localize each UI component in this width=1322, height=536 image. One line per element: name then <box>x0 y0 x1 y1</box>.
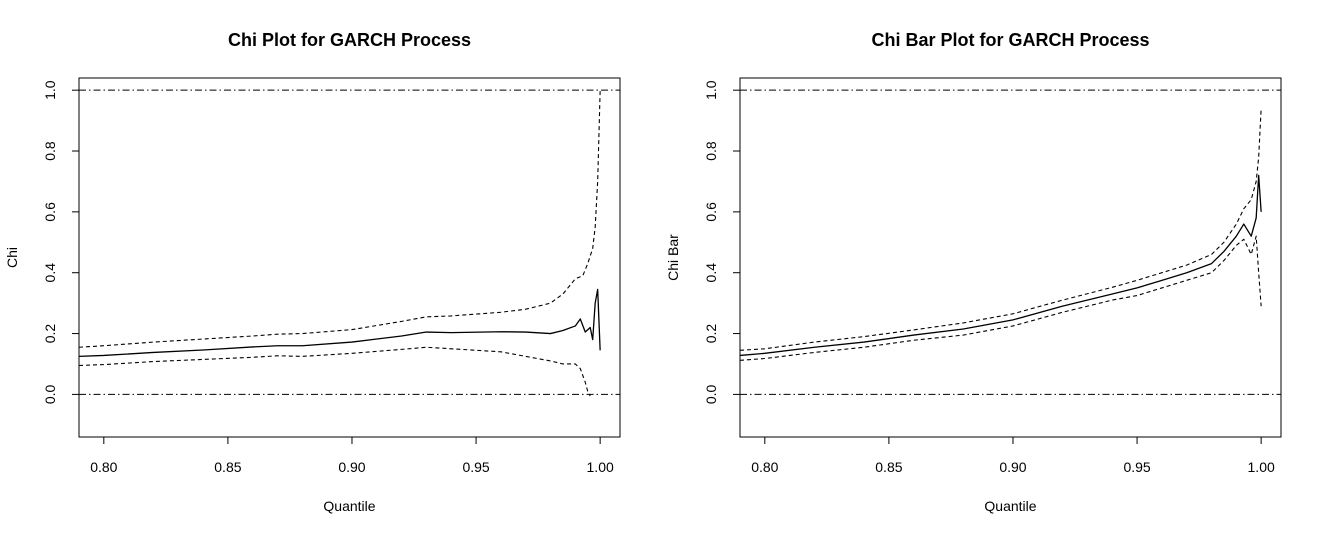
x-tick-label: 0.95 <box>1123 459 1150 475</box>
x-tick-label: 0.85 <box>214 459 241 475</box>
x-tick-label: 0.80 <box>751 459 778 475</box>
chart-title: Chi Plot for GARCH Process <box>228 30 471 50</box>
estimate-line <box>78 288 601 358</box>
y-axis-label: Chi Bar <box>665 234 681 281</box>
x-tick-label: 1.00 <box>587 459 614 475</box>
y-tick-label: 0.8 <box>42 141 58 161</box>
chi-plot-panel: Chi Plot for GARCH Process 0.80 0.85 0.90 0.… <box>4 30 621 514</box>
y-tick-label: 0.6 <box>703 202 719 222</box>
chi-bar-plot-panel: Chi Bar Plot for GARCH Process 0.80 0.85 0.… <box>665 30 1282 514</box>
upper-confidence-line <box>739 108 1262 351</box>
y-tick-label: 1.0 <box>703 80 719 100</box>
y-tick-label: 0.8 <box>703 141 719 161</box>
y-tick-label: 0.0 <box>42 384 58 404</box>
x-axis-label: Quantile <box>984 498 1036 514</box>
x-tick-label: 0.95 <box>462 459 489 475</box>
y-tick-label: 0.2 <box>703 324 719 344</box>
y-tick-label: 0.4 <box>703 263 719 283</box>
y-axis-label: Chi <box>4 247 20 268</box>
y-tick-label: 0.0 <box>703 384 719 404</box>
y-tick-label: 0.6 <box>42 202 58 222</box>
y-tick-label: 0.2 <box>42 324 58 344</box>
x-tick-label: 0.80 <box>90 459 117 475</box>
x-tick-label: 0.90 <box>338 459 365 475</box>
x-tick-label: 0.85 <box>875 459 902 475</box>
chart-title: Chi Bar Plot for GARCH Process <box>871 30 1149 50</box>
x-tick-label: 1.00 <box>1248 459 1275 475</box>
x-tick-label: 0.90 <box>999 459 1026 475</box>
plot-frame <box>739 77 1282 438</box>
plot-frame <box>78 77 621 438</box>
estimate-line <box>739 174 1262 357</box>
lower-confidence-line <box>739 235 1262 361</box>
lower-confidence-line <box>78 346 591 397</box>
y-tick-label: 1.0 <box>42 80 58 100</box>
x-axis-label: Quantile <box>323 498 375 514</box>
y-tick-label: 0.4 <box>42 263 58 283</box>
upper-confidence-line <box>78 90 601 348</box>
